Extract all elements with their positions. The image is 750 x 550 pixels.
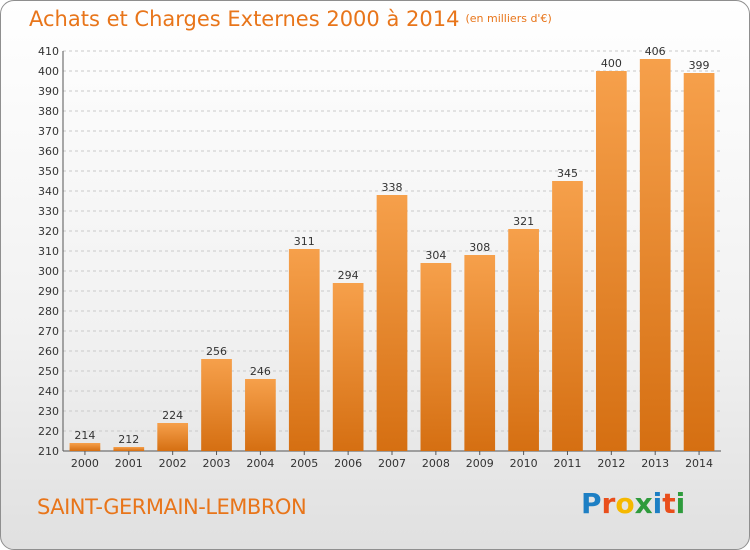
bar-2003: [201, 359, 232, 451]
bar-2012: [595, 71, 627, 451]
y-tick-label: 230: [38, 405, 59, 418]
y-tick-label: 340: [38, 185, 59, 198]
data-label-2013: 406: [645, 45, 666, 58]
y-tick-label: 210: [38, 445, 59, 458]
y-tick-label: 270: [38, 325, 59, 338]
x-tick-label-2005: 2005: [290, 457, 318, 470]
logo-letter: i: [652, 487, 663, 520]
bar-2000: [69, 443, 101, 451]
logo-letter: x: [634, 487, 653, 520]
x-tick-label-2004: 2004: [246, 457, 274, 470]
y-tick-label: 240: [38, 385, 59, 398]
chart-subtitle: (en milliers d'€): [465, 12, 552, 25]
y-tick-label: 260: [38, 345, 59, 358]
bar-2006: [332, 283, 364, 451]
x-tick-label-2001: 2001: [115, 457, 143, 470]
chart-title-text: Achats et Charges Externes 2000 à 2014: [29, 7, 460, 31]
x-tick-label-2000: 2000: [71, 457, 99, 470]
x-tick-label-2002: 2002: [159, 457, 187, 470]
x-tick-label-2013: 2013: [641, 457, 669, 470]
data-label-2001: 212: [118, 433, 139, 446]
data-label-2004: 246: [250, 365, 271, 378]
logo-letter: o: [615, 487, 635, 520]
logo-letter: P: [581, 487, 602, 520]
proxiti-logo: Proxiti: [581, 487, 685, 520]
y-tick-label: 250: [38, 365, 59, 378]
x-tick-label-2008: 2008: [422, 457, 450, 470]
data-label-2003: 256: [206, 345, 227, 358]
x-tick-label-2003: 2003: [203, 457, 231, 470]
y-tick-label: 290: [38, 285, 59, 298]
y-tick-label: 390: [38, 85, 59, 98]
bar-2005: [288, 249, 320, 451]
data-label-2011: 345: [557, 167, 578, 180]
bar-2004: [245, 379, 276, 451]
data-label-2014: 399: [689, 59, 710, 72]
data-label-2012: 400: [601, 57, 622, 70]
y-tick-label: 400: [38, 65, 59, 78]
y-tick-label: 300: [38, 265, 59, 278]
x-tick-label-2010: 2010: [510, 457, 538, 470]
data-label-2009: 308: [469, 241, 490, 254]
bar-2002: [157, 423, 189, 451]
bar-2011: [552, 181, 583, 451]
logo-letter: i: [675, 487, 686, 520]
data-label-2005: 311: [294, 235, 315, 248]
x-tick-label-2006: 2006: [334, 457, 362, 470]
chart-title: Achats et Charges Externes 2000 à 2014 (e…: [29, 7, 552, 31]
bar-2007: [376, 195, 408, 451]
bar-2010: [508, 229, 539, 451]
logo-letter: r: [601, 487, 616, 520]
data-label-2000: 214: [74, 429, 95, 442]
bar-2009: [464, 255, 496, 451]
y-tick-label: 350: [38, 165, 59, 178]
y-tick-label: 310: [38, 245, 59, 258]
x-tick-label-2009: 2009: [466, 457, 494, 470]
x-axis-ticks: 2000 2001 2002 2003 2004 2005 2006 2007 2008 2009…: [71, 451, 713, 470]
data-label-2002: 224: [162, 409, 183, 422]
y-tick-label: 320: [38, 225, 59, 238]
data-label-2008: 304: [425, 249, 446, 262]
x-tick-label-2011: 2011: [553, 457, 581, 470]
bar-2014: [683, 73, 715, 451]
data-label-2010: 321: [513, 215, 534, 228]
data-label-2007: 338: [382, 181, 403, 194]
y-tick-label: 360: [38, 145, 59, 158]
logo-letter: t: [662, 487, 676, 520]
bar-2008: [420, 263, 452, 451]
bars: 214 212 224 256 246 311 294 338 304 308 321 345 400 4…: [69, 45, 715, 451]
data-label-2006: 294: [338, 269, 359, 282]
x-tick-label-2012: 2012: [597, 457, 625, 470]
bar-2013: [639, 59, 671, 451]
y-axis-ticks: 210 220 230 240 250 260 270 280 290 300 310 320 330 3…: [38, 45, 59, 458]
city-name: SAINT-GERMAIN-LEMBRON: [37, 495, 307, 519]
x-tick-label-2007: 2007: [378, 457, 406, 470]
y-tick-label: 330: [38, 205, 59, 218]
y-tick-label: 410: [38, 45, 59, 58]
y-tick-label: 220: [38, 425, 59, 438]
y-tick-label: 380: [38, 105, 59, 118]
y-tick-label: 280: [38, 305, 59, 318]
x-tick-label-2014: 2014: [685, 457, 713, 470]
y-tick-label: 370: [38, 125, 59, 138]
bar-2001: [113, 447, 145, 451]
